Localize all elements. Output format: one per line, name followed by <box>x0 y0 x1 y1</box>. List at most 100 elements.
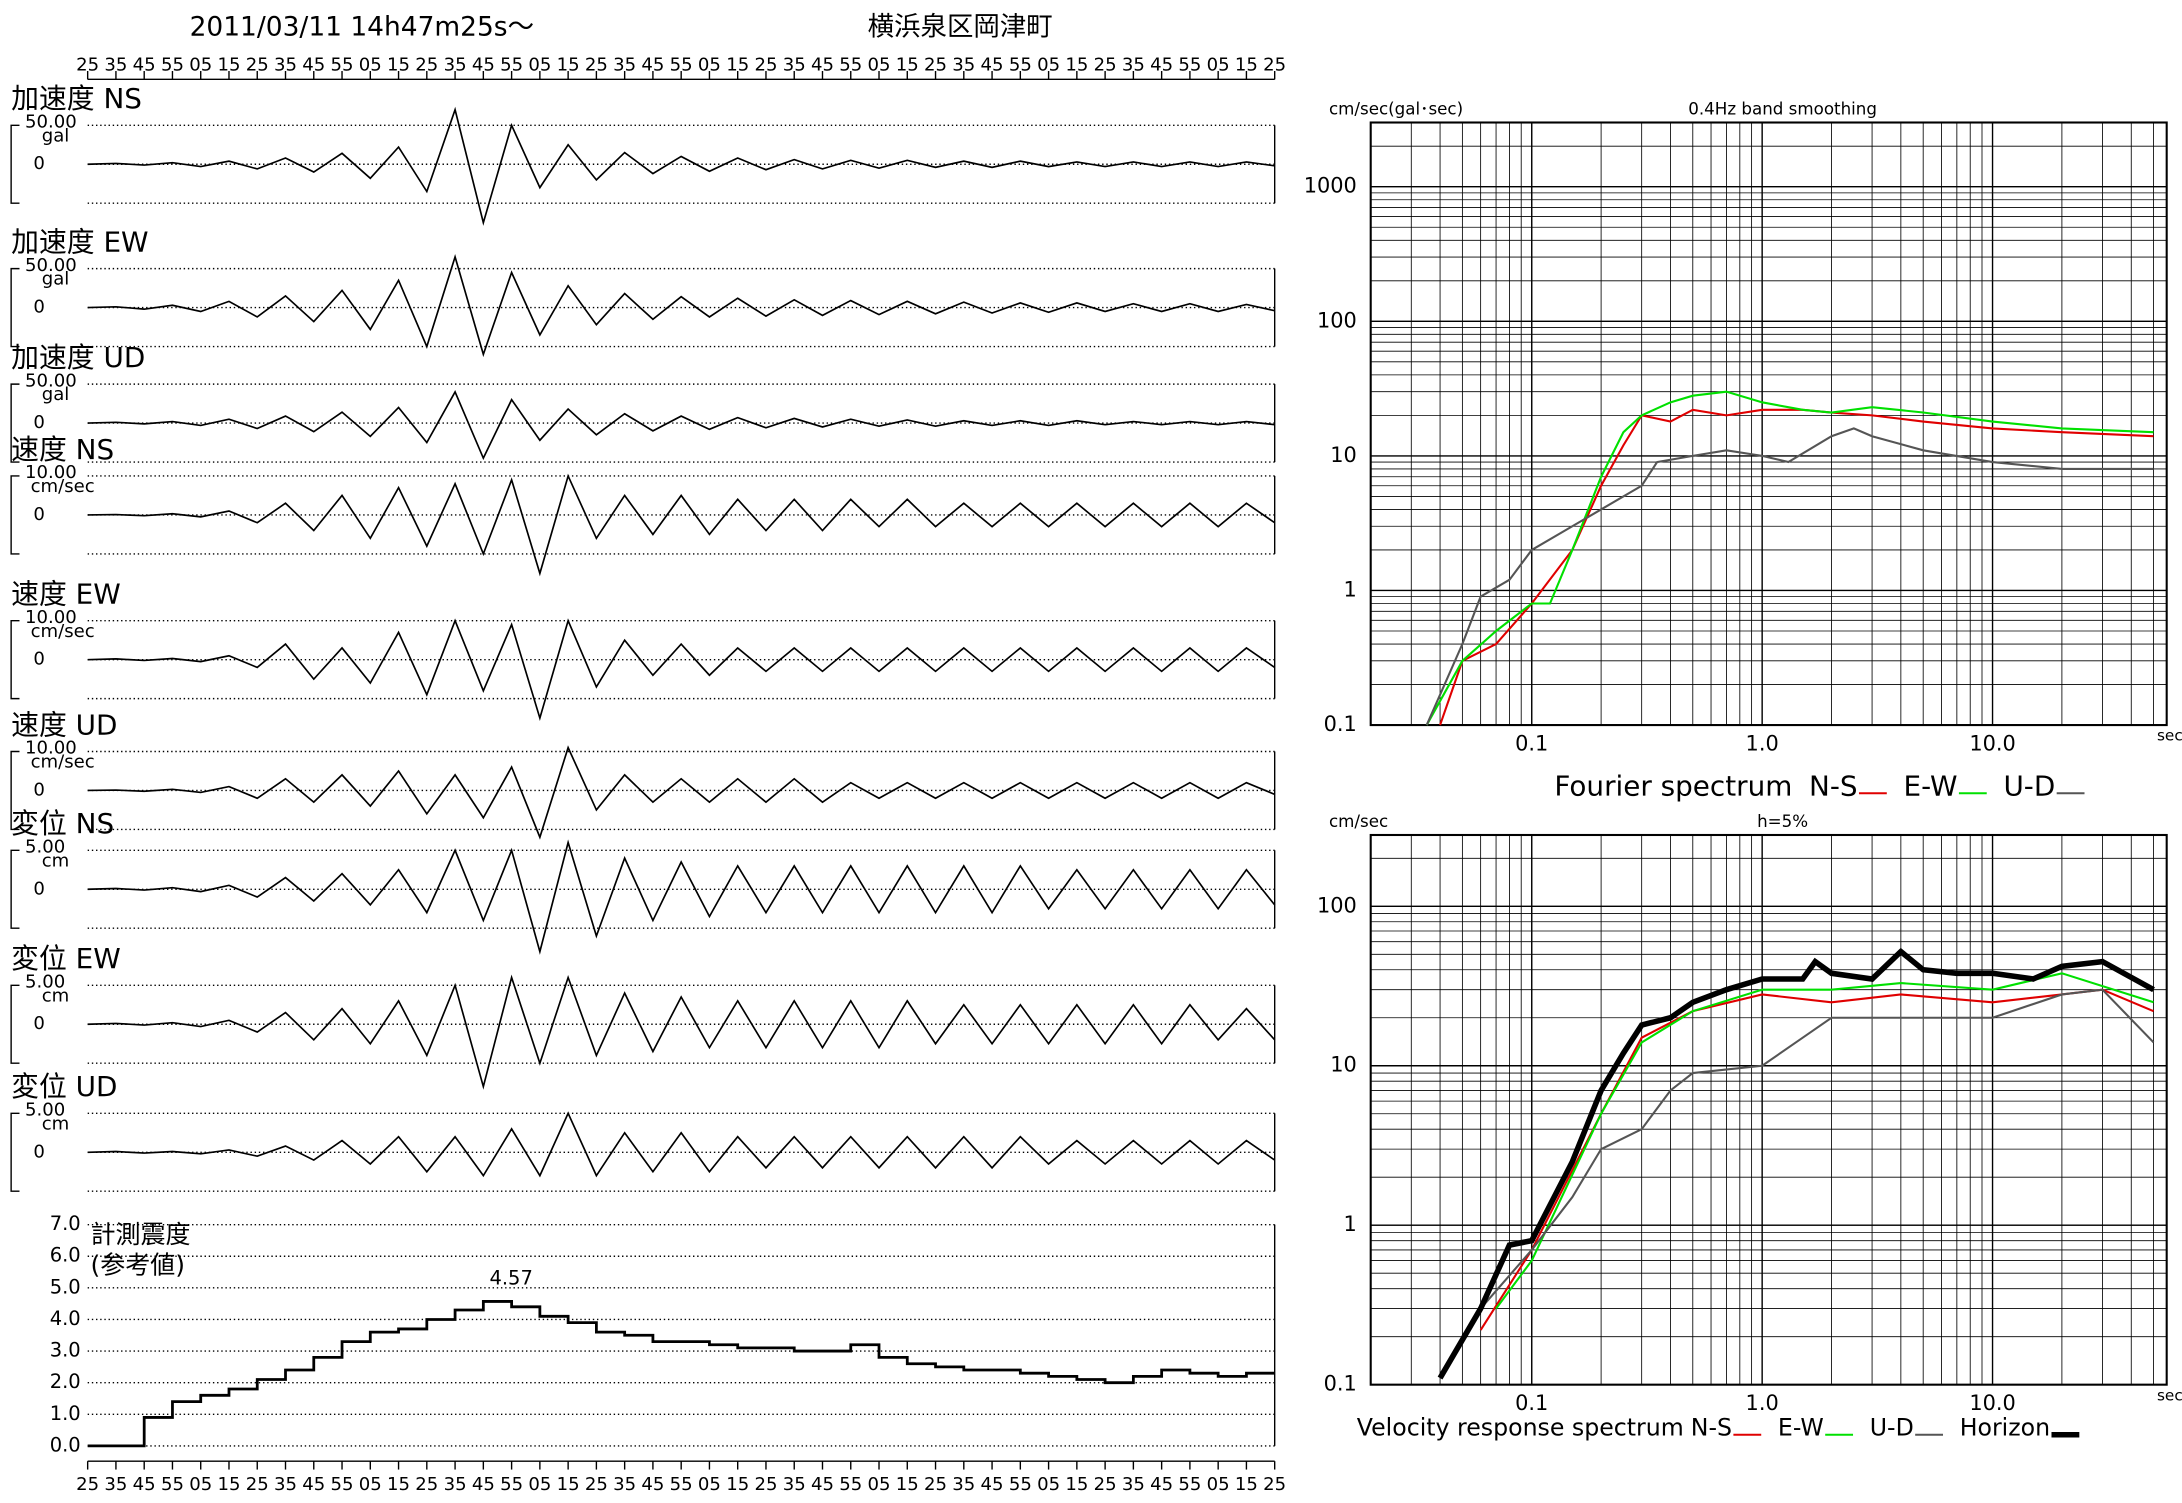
time-label: 05 <box>359 1474 382 1495</box>
unit-label: cm <box>42 985 70 1006</box>
bracket <box>10 383 20 463</box>
time-label: 35 <box>444 54 467 75</box>
y-axis-label: cm/sec(gal･sec) <box>1329 99 1463 118</box>
bracket <box>10 124 20 204</box>
time-label: 15 <box>217 1474 240 1495</box>
time-label: 15 <box>387 1474 410 1495</box>
time-label: 15 <box>1065 1474 1088 1495</box>
y-tick-label: 0.1 <box>1324 712 1357 736</box>
time-label: 25 <box>1263 1474 1286 1495</box>
trace-title: 速度 EW <box>11 578 121 611</box>
spectrum-line <box>1479 988 2155 1310</box>
annotation: h=5% <box>1757 812 1808 831</box>
y-tick-label: 0 <box>33 297 45 318</box>
y-tick-label: 1 <box>1344 1212 1357 1236</box>
time-label: 15 <box>387 54 410 75</box>
trace-title: 加速度 UD <box>11 341 145 374</box>
x-tick-label: 0.1 <box>1515 1391 1548 1415</box>
spectrum-line <box>1437 947 2155 1380</box>
y-tick-label: 50.00 <box>25 112 77 133</box>
time-label: 25 <box>924 54 947 75</box>
legend-label: Horizon <box>1960 1414 2050 1442</box>
trace <box>87 1111 1276 1178</box>
time-label: 35 <box>104 1474 127 1495</box>
unit-label: gal <box>42 384 70 405</box>
time-label: 35 <box>444 1474 467 1495</box>
spectrum-line <box>1495 972 2154 1310</box>
time-label: 05 <box>1207 1474 1230 1495</box>
legend-label: E-W <box>1904 770 1958 803</box>
time-label: 25 <box>415 1474 438 1495</box>
trace-title: 変位 UD <box>11 1070 117 1103</box>
trace <box>87 106 1275 226</box>
trace-title: 変位 NS <box>11 807 114 840</box>
time-label: 05 <box>359 54 382 75</box>
y-tick-label: 10.00 <box>25 738 77 759</box>
peak-label: 4.57 <box>489 1267 532 1290</box>
trace <box>87 839 1276 955</box>
time-label: 45 <box>472 1474 495 1495</box>
unit-label: cm/sec <box>31 752 95 773</box>
intensity-line <box>87 1300 1275 1448</box>
time-label: 25 <box>924 1474 947 1495</box>
time-label: 15 <box>1235 54 1258 75</box>
time-label: 55 <box>1009 54 1032 75</box>
x-tick-label: 0.1 <box>1515 732 1548 756</box>
time-label: 45 <box>1150 1474 1173 1495</box>
time-label: 45 <box>302 54 325 75</box>
time-label: 25 <box>585 1474 608 1495</box>
time-label: 35 <box>613 1474 636 1495</box>
spectrum-line <box>1425 427 2154 726</box>
time-label: 05 <box>189 1474 212 1495</box>
time-label: 35 <box>274 1474 297 1495</box>
time-label: 45 <box>302 1474 325 1495</box>
y-tick-label: 0 <box>33 412 45 433</box>
y-tick-label: 5.00 <box>25 1100 65 1121</box>
y-tick-label: 1000 <box>1304 174 1357 198</box>
y-tick-label: 10.00 <box>25 462 77 483</box>
unit-label: gal <box>42 269 70 290</box>
y-tick-label: 7.0 <box>50 1212 81 1235</box>
time-label: 05 <box>868 54 891 75</box>
bracket <box>10 984 20 1064</box>
time-label: 25 <box>585 54 608 75</box>
time-label: 35 <box>783 1474 806 1495</box>
time-label: 05 <box>1037 54 1060 75</box>
time-label: 25 <box>415 54 438 75</box>
bracket <box>10 1112 20 1192</box>
plot-frame <box>1369 121 2168 727</box>
trace <box>87 473 1276 577</box>
time-label: 05 <box>189 54 212 75</box>
trace-title: 速度 UD <box>11 708 117 741</box>
time-label: 55 <box>1178 54 1201 75</box>
time-label: 55 <box>839 54 862 75</box>
trace-title: 速度 NS <box>11 433 114 466</box>
time-label: 15 <box>557 54 580 75</box>
time-label: 55 <box>670 54 693 75</box>
trace <box>87 745 1276 840</box>
time-label: 25 <box>246 54 269 75</box>
time-label: 05 <box>1037 1474 1060 1495</box>
trace-title: 加速度 EW <box>11 226 148 259</box>
trace <box>87 254 1275 358</box>
legend-title: Fourier spectrum <box>1554 770 1792 803</box>
y-tick-label: 0 <box>33 779 45 800</box>
time-label: 35 <box>274 54 297 75</box>
y-tick-label: 0.1 <box>1324 1372 1357 1396</box>
x-axis-label: sec <box>2157 727 2182 745</box>
x-tick-label: 1.0 <box>1746 732 1779 756</box>
time-label: 15 <box>726 1474 749 1495</box>
y-tick-label: 100 <box>1317 893 1357 917</box>
time-label: 25 <box>1094 1474 1117 1495</box>
bracket <box>10 267 20 348</box>
panel-title: 計測震度 <box>90 1220 190 1249</box>
y-tick-label: 1.0 <box>50 1402 81 1425</box>
x-tick-label: 10.0 <box>1969 1391 2015 1415</box>
y-tick-label: 6.0 <box>50 1244 81 1267</box>
time-label: 45 <box>133 1474 156 1495</box>
time-label: 35 <box>952 1474 975 1495</box>
time-label: 15 <box>896 1474 919 1495</box>
time-label: 35 <box>1122 1474 1145 1495</box>
spectrum-line <box>1425 390 2154 726</box>
y-tick-label: 2.0 <box>50 1370 81 1393</box>
